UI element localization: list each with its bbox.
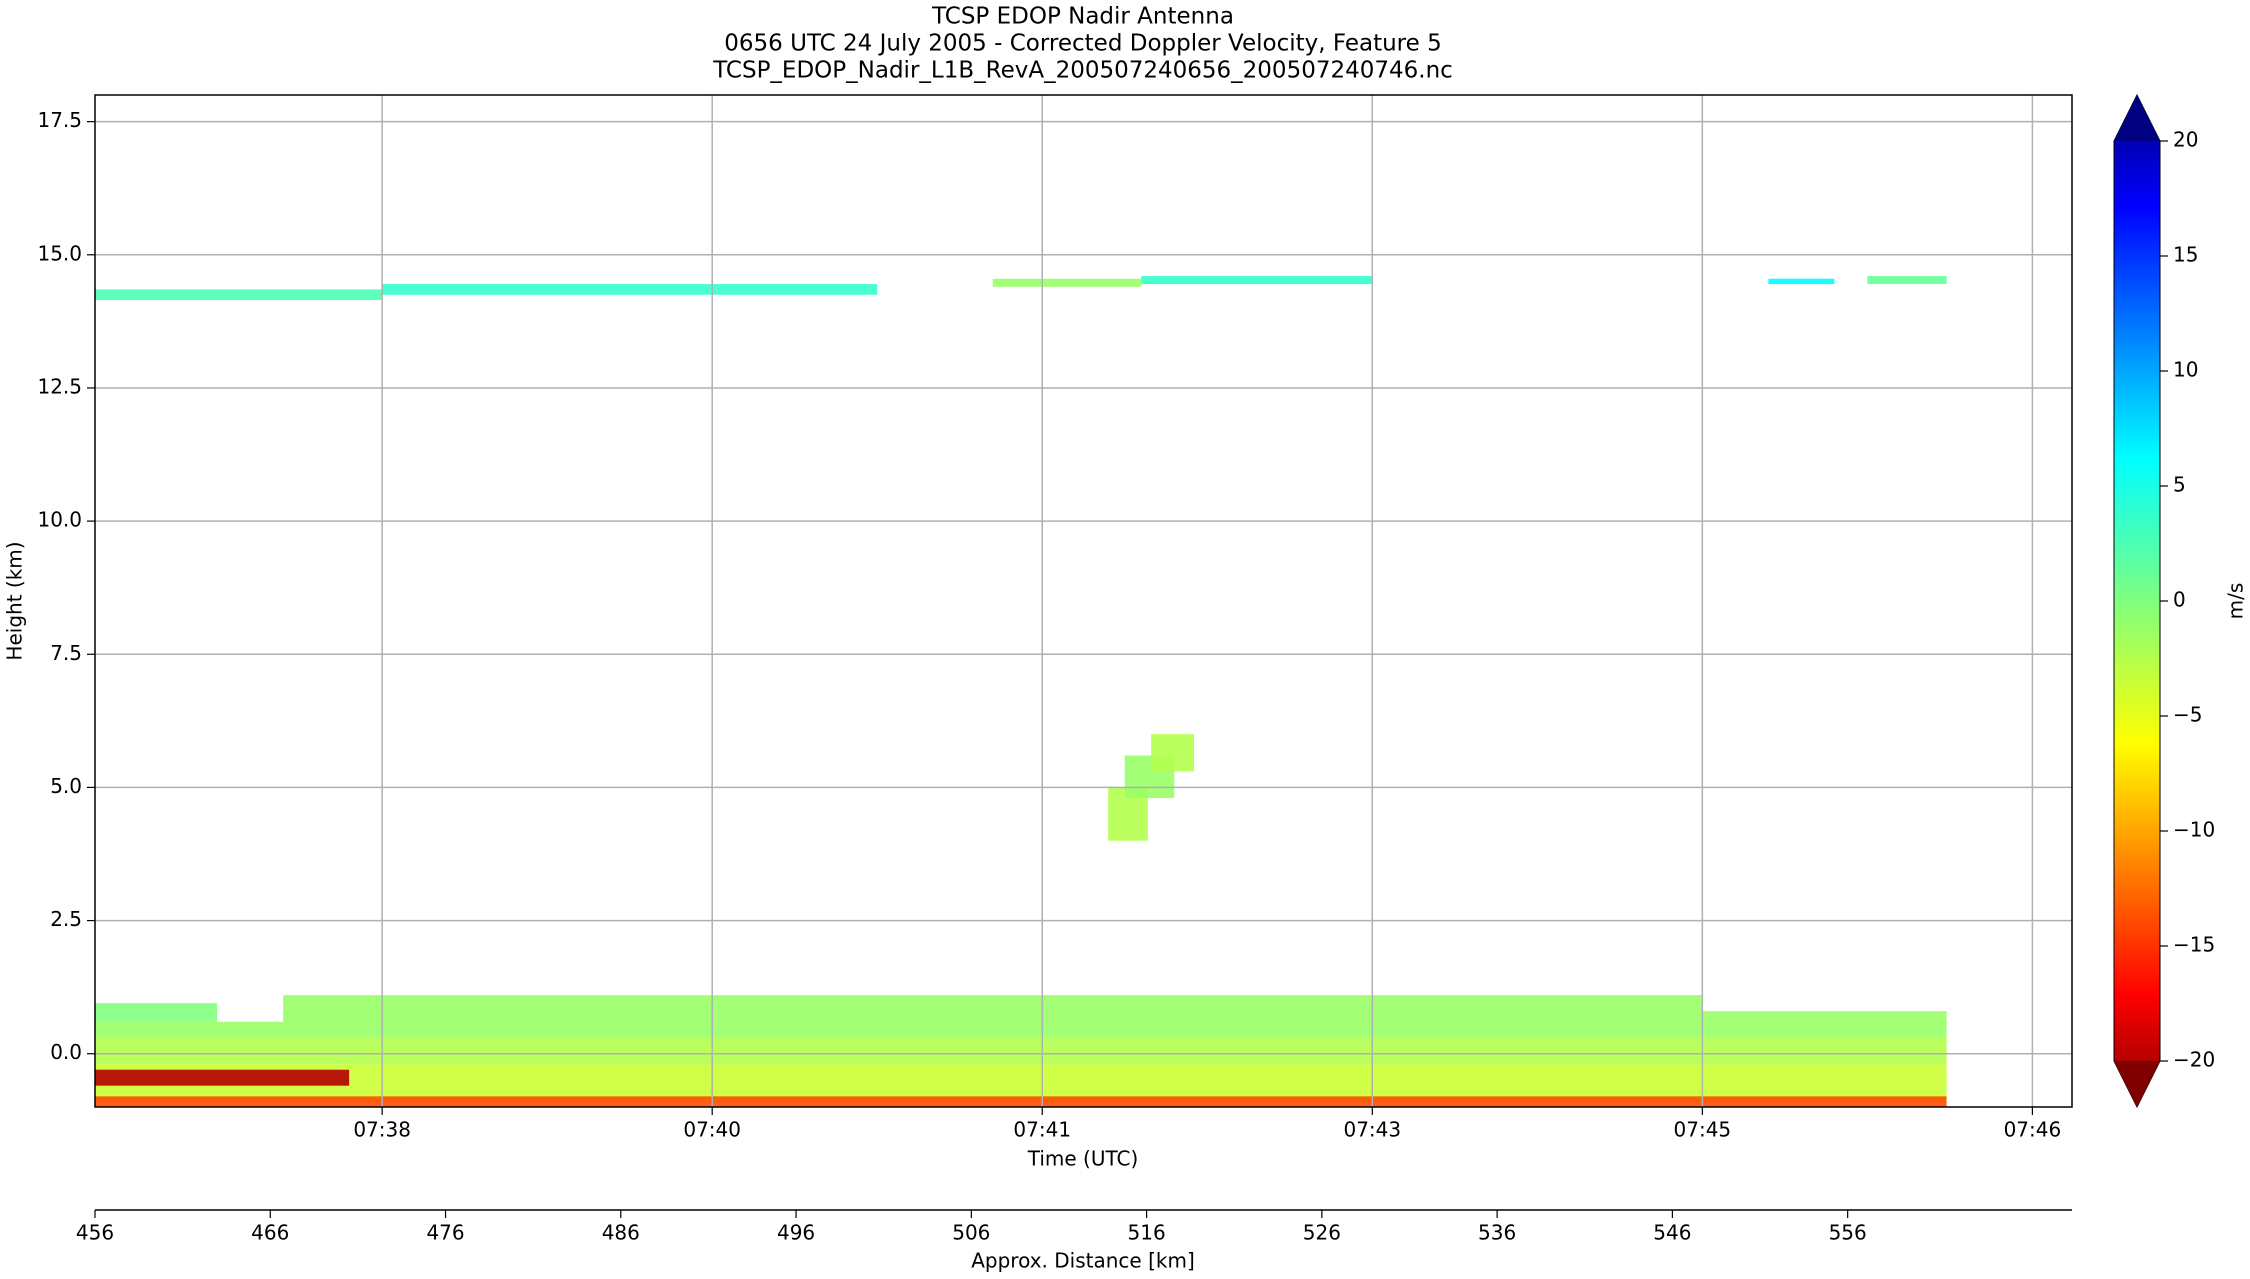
- x-tick-label: 07:38: [353, 1118, 411, 1142]
- title: TCSP EDOP Nadir Antenna: [931, 4, 1234, 30]
- grid: [95, 95, 2072, 1107]
- x2-tick-label: 546: [1653, 1221, 1691, 1245]
- colorbar-tick-label: 20: [2173, 128, 2198, 152]
- y-tick-label: 10.0: [37, 508, 82, 532]
- y-tick-label: 7.5: [50, 641, 82, 665]
- x2-tick-label: 526: [1303, 1221, 1341, 1245]
- x-axis-label: Time (UTC): [1027, 1147, 1139, 1171]
- colorbar-tick-label: −5: [2173, 703, 2202, 727]
- echo-cell: [382, 284, 878, 295]
- y-axis-label: Height (km): [3, 541, 27, 660]
- x-tick-label: 07:45: [1674, 1118, 1732, 1142]
- colorbar-tick-label: 5: [2173, 473, 2186, 497]
- colorbar-tick-label: −20: [2173, 1048, 2215, 1072]
- x2-tick-label: 456: [76, 1221, 114, 1245]
- x-tick-label: 07:43: [1343, 1118, 1401, 1142]
- x2-tick-label: 506: [952, 1221, 990, 1245]
- x2-tick-label: 516: [1128, 1221, 1166, 1245]
- y-tick-label: 0.0: [50, 1040, 82, 1064]
- x2-tick-label: 486: [602, 1221, 640, 1245]
- x2-tick-label: 496: [777, 1221, 815, 1245]
- x-tick-label: 07:40: [683, 1118, 741, 1142]
- echo-cell: [283, 995, 1703, 1038]
- y-tick-label: 15.0: [37, 241, 82, 265]
- echo-cell: [992, 278, 1142, 287]
- echo-cell: [95, 1037, 1947, 1065]
- title: 0656 UTC 24 July 2005 - Corrected Dopple…: [724, 31, 1441, 57]
- echo-cell: [1141, 276, 1373, 285]
- echo-cell: [95, 1003, 218, 1022]
- title: TCSP_EDOP_Nadir_L1B_RevA_200507240656_20…: [712, 58, 1453, 84]
- colorbar: [2113, 93, 2161, 1109]
- echo-cell: [95, 1096, 1947, 1107]
- x2-tick-label: 556: [1829, 1221, 1867, 1245]
- echo-cell: [1867, 276, 1947, 285]
- colorbar-tick-label: 0: [2173, 588, 2186, 612]
- echo-cell: [95, 289, 383, 301]
- y-tick-label: 2.5: [50, 907, 82, 931]
- x2-axis-label: Approx. Distance [km]: [971, 1249, 1195, 1273]
- colorbar-extend: [2114, 1061, 2160, 1107]
- y-tick-label: 12.5: [37, 374, 82, 398]
- colorbar-tick-label: 15: [2173, 243, 2198, 267]
- echo-cell: [95, 1021, 284, 1038]
- data-layer: [95, 276, 1947, 1107]
- echo-cell: [95, 1064, 1947, 1102]
- y-tick-label: 5.0: [50, 774, 82, 798]
- echo-cell: [95, 1069, 350, 1086]
- colorbar-tick-label: −15: [2173, 933, 2215, 957]
- colorbar-tick-label: 10: [2173, 358, 2198, 382]
- y-tick-label: 17.5: [37, 108, 82, 132]
- x2-tick-label: 536: [1478, 1221, 1516, 1245]
- x2-tick-label: 476: [426, 1221, 464, 1245]
- echo-cell: [1702, 1011, 1947, 1038]
- echo-cell: [1768, 278, 1835, 285]
- colorbar-tick-label: −10: [2173, 818, 2215, 842]
- colorbar-label: m/s: [2224, 583, 2248, 620]
- plot-frame: [94, 94, 2073, 1108]
- echo-cell: [1151, 734, 1195, 772]
- x-tick-label: 07:41: [1013, 1118, 1071, 1142]
- x2-tick-label: 466: [251, 1221, 289, 1245]
- x-tick-label: 07:46: [2004, 1118, 2062, 1142]
- colorbar-extend: [2114, 95, 2160, 141]
